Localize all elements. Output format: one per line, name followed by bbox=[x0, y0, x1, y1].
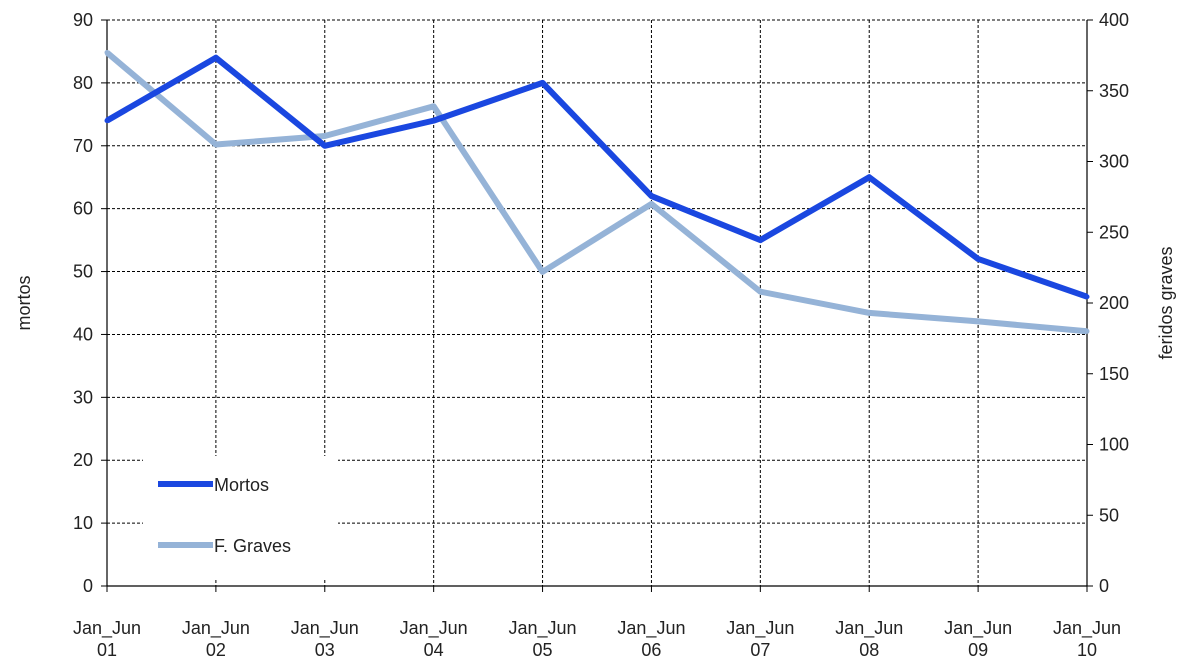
legend-box bbox=[143, 456, 338, 580]
x-tick-label: 09 bbox=[968, 640, 988, 660]
data-point bbox=[975, 318, 981, 324]
y-tick-label: 40 bbox=[73, 324, 93, 344]
y-tick-label: 70 bbox=[73, 136, 93, 156]
y-tick-label: 50 bbox=[73, 262, 93, 282]
series-line-mortos bbox=[105, 54, 1088, 300]
x-tick-label: 10 bbox=[1077, 640, 1097, 660]
series-line-f-graves bbox=[105, 50, 1088, 335]
x-tick-label: Jan_Jun bbox=[291, 618, 359, 639]
x-tick-label: 06 bbox=[641, 640, 661, 660]
x-tick-label: 08 bbox=[859, 640, 879, 660]
data-point bbox=[104, 118, 110, 124]
data-point bbox=[757, 237, 763, 243]
data-point bbox=[431, 103, 437, 109]
x-tick-label: 03 bbox=[315, 640, 335, 660]
y2-tick-label: 350 bbox=[1099, 81, 1129, 101]
data-point bbox=[975, 256, 981, 262]
y2-tick-label: 400 bbox=[1099, 10, 1129, 30]
data-point bbox=[540, 269, 546, 275]
series-points-mortos bbox=[104, 55, 1090, 300]
data-point bbox=[648, 201, 654, 207]
x-tick-label: Jan_Jun bbox=[944, 618, 1012, 639]
data-point bbox=[1084, 328, 1090, 334]
data-point bbox=[866, 174, 872, 180]
data-point bbox=[322, 143, 328, 149]
data-point bbox=[757, 289, 763, 295]
data-point bbox=[431, 118, 437, 124]
x-tick-label: 05 bbox=[533, 640, 553, 660]
y2-tick-label: 200 bbox=[1099, 293, 1129, 313]
y-tick-label: 20 bbox=[73, 450, 93, 470]
y-tick-label: 0 bbox=[83, 576, 93, 596]
data-point bbox=[648, 193, 654, 199]
x-tick-label: Jan_Jun bbox=[400, 618, 468, 639]
y-tick-label: 60 bbox=[73, 199, 93, 219]
axes: 0102030405060708090050100150200250300350… bbox=[73, 10, 1129, 660]
x-tick-label: Jan_Jun bbox=[1053, 618, 1121, 639]
y2-axis-title: feridos graves bbox=[1156, 246, 1176, 359]
data-point bbox=[322, 133, 328, 139]
y-axis-title: mortos bbox=[14, 275, 34, 330]
data-point bbox=[213, 142, 219, 148]
y-tick-label: 80 bbox=[73, 73, 93, 93]
x-tick-label: 07 bbox=[750, 640, 770, 660]
y2-tick-label: 50 bbox=[1099, 505, 1119, 525]
x-tick-label: Jan_Jun bbox=[182, 618, 250, 639]
x-tick-label: 01 bbox=[97, 640, 117, 660]
x-tick-label: Jan_Jun bbox=[73, 618, 141, 639]
legend: Mortos F. Graves bbox=[143, 456, 338, 580]
y-tick-label: 30 bbox=[73, 387, 93, 407]
series bbox=[104, 50, 1090, 335]
x-tick-label: 02 bbox=[206, 640, 226, 660]
y2-tick-label: 250 bbox=[1099, 222, 1129, 242]
legend-label: Mortos bbox=[214, 475, 269, 495]
data-point bbox=[1084, 294, 1090, 300]
y2-tick-label: 300 bbox=[1099, 152, 1129, 172]
series-points-f-graves bbox=[104, 50, 1090, 334]
y2-tick-label: 150 bbox=[1099, 364, 1129, 384]
x-tick-label: Jan_Jun bbox=[617, 618, 685, 639]
x-tick-label: Jan_Jun bbox=[726, 618, 794, 639]
data-point bbox=[104, 50, 110, 56]
data-point bbox=[540, 80, 546, 86]
legend-label: F. Graves bbox=[214, 536, 291, 556]
y2-tick-label: 0 bbox=[1099, 576, 1109, 596]
data-point bbox=[213, 55, 219, 61]
x-tick-label: Jan_Jun bbox=[509, 618, 577, 639]
y2-tick-label: 100 bbox=[1099, 435, 1129, 455]
x-tick-label: 04 bbox=[424, 640, 444, 660]
y-tick-label: 10 bbox=[73, 513, 93, 533]
data-point bbox=[866, 310, 872, 316]
y-tick-label: 90 bbox=[73, 10, 93, 30]
x-tick-label: Jan_Jun bbox=[835, 618, 903, 639]
